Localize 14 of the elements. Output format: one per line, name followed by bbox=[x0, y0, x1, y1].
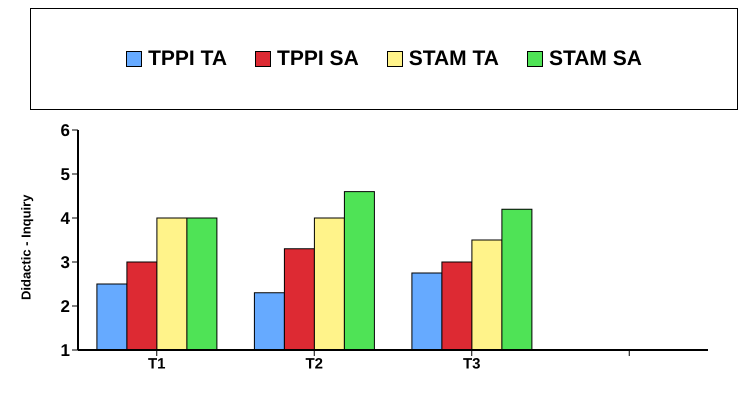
y-tick-label: 5 bbox=[60, 165, 70, 184]
legend-label: STAM TA bbox=[408, 47, 499, 71]
x-tick-label: T1 bbox=[148, 356, 166, 373]
x-tick-label: T2 bbox=[305, 356, 324, 373]
x-tick-label: T3 bbox=[462, 356, 481, 373]
y-tick-label: 1 bbox=[60, 341, 70, 360]
legend-label: TPPI SA bbox=[277, 47, 359, 71]
y-axis-title: Didactic - Inquiry bbox=[18, 194, 34, 300]
y-tick-label: 2 bbox=[60, 297, 70, 316]
y-tick-label: 3 bbox=[60, 253, 70, 272]
y-tick-label: 6 bbox=[60, 121, 70, 140]
legend-label: STAM SA bbox=[548, 47, 642, 71]
y-tick-label: 4 bbox=[60, 209, 71, 228]
legend-label: TPPI TA bbox=[148, 47, 228, 71]
